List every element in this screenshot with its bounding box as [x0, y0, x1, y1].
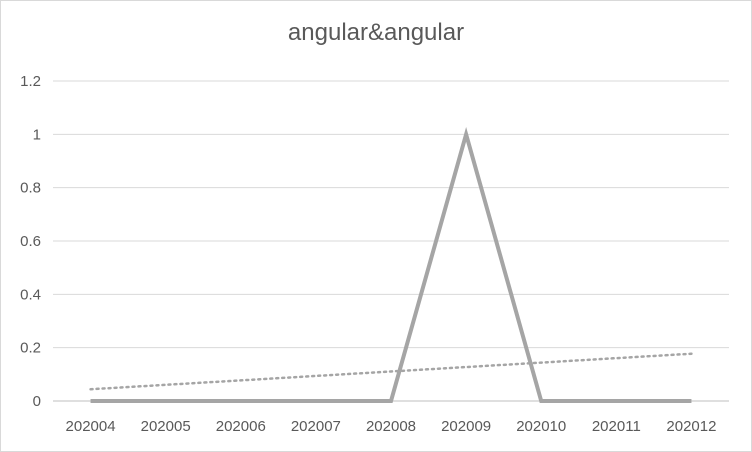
y-tick-label: 0 [33, 393, 41, 410]
x-tick-label: 202006 [216, 418, 266, 435]
x-tick-label: 202005 [141, 418, 191, 435]
y-tick-label: 0.6 [20, 233, 41, 250]
x-tick-label: 202011 [592, 418, 641, 435]
y-tick-label: 1.2 [20, 73, 41, 90]
x-tick-label: 202004 [66, 418, 116, 435]
x-tick-label: 202010 [516, 418, 566, 435]
gridlines [53, 80, 729, 402]
x-tick-label: 202007 [291, 418, 341, 435]
chart-title: angular&angular [287, 19, 465, 46]
y-tick-label: 0.2 [20, 340, 41, 357]
y-axis-tick-labels: 0 0.2 0.4 0.6 0.8 1 1.2 [20, 73, 41, 410]
x-tick-label: 202012 [666, 418, 716, 435]
y-tick-label: 1 [33, 126, 41, 143]
trendline [89, 352, 693, 391]
y-tick-label: 0.4 [20, 286, 41, 303]
series-lines [89, 126, 693, 403]
x-tick-label: 202008 [366, 418, 416, 435]
series-line [90, 126, 692, 403]
x-tick-label: 202009 [441, 418, 491, 435]
x-axis-tick-labels: 202004 202005 202006 202007 202008 202009 2020… [66, 418, 717, 435]
y-tick-label: 0.8 [20, 180, 41, 197]
